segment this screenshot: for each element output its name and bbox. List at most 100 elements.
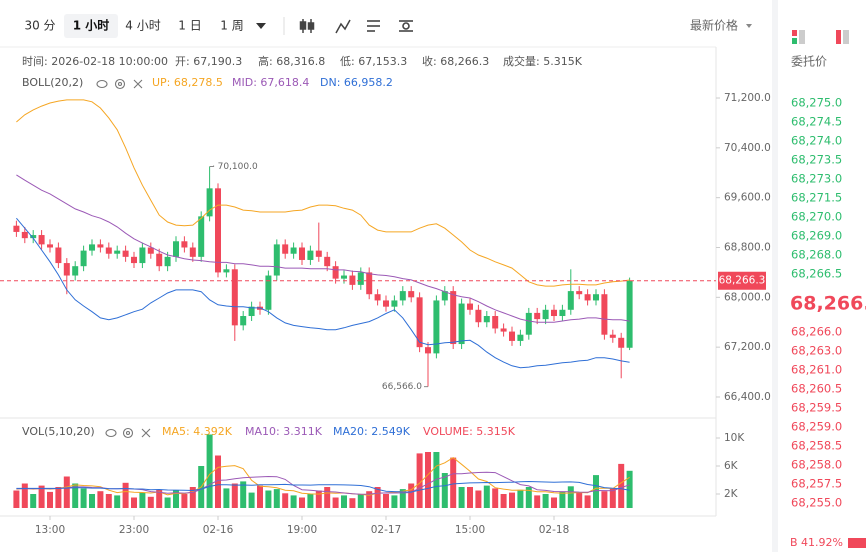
candle-body [215,188,221,273]
volume-bar [593,475,599,508]
info-low: 低: 67,153.3 [340,55,407,68]
interval[interactable]: 1 小时 [73,18,110,33]
volume-bar [433,452,440,508]
y-tick-label: 66,400.0 [724,391,771,403]
candle-body [593,294,599,301]
candle-body [156,253,163,267]
candle-body [324,256,331,267]
candle-body [315,250,322,257]
candle-body [105,247,112,254]
volume-bar [458,487,465,508]
ask-price: 68,274.5 [791,115,842,129]
volume-bar [383,494,389,508]
volume-bar [257,485,263,508]
boll-line [16,174,630,323]
candle-body [458,303,465,345]
candle-body [391,300,398,307]
interval[interactable]: 1 日 [178,19,201,33]
volume-legend: VOLUME: 5.315K [423,425,516,438]
volume-bar [265,490,272,508]
annotation-label: 70,100.0 [218,162,258,172]
boll-legend: DN: 66,958.2 [320,76,393,89]
vol-tools[interactable] [105,427,151,439]
volume-bar [341,495,347,508]
interval[interactable]: 30 分 [24,19,55,33]
price-type[interactable]: 最新价格 [690,18,738,33]
x-tick-label: 02-16 [203,524,234,536]
ask-price: 68,273.5 [791,153,842,167]
volume-bar [139,492,146,508]
volume-bar [492,488,499,508]
candle-body [13,225,20,232]
candle-body [248,306,255,317]
volume-bar [181,494,188,508]
candle-body [290,247,297,254]
interval[interactable]: 1 周 [220,19,243,33]
volume-bar [576,492,583,508]
candle-body [55,247,62,264]
vol-ma-line [16,480,630,493]
candle-body [584,294,591,301]
price-type-caret[interactable] [746,24,752,28]
candle-body [164,256,171,267]
volume-bar [97,491,104,508]
candle-body [231,269,238,326]
interval[interactable]: 4 小时 [125,19,160,33]
y-tick-label: 70,400.0 [724,142,771,154]
x-tick-label: 19:00 [287,524,317,536]
volume-bar [189,487,196,508]
ask-price: 68,273.0 [791,172,842,186]
candle-icon[interactable] [299,19,315,33]
volume-bar [551,497,557,508]
x-tick-label: 15:00 [455,524,485,536]
vol-tick-label: 2K [724,488,739,500]
candle-body [408,291,415,298]
candle-body [80,250,87,267]
candle-body [206,188,213,217]
ask-price: 68,271.5 [791,191,842,205]
vol-tick-label: 6K [724,460,739,472]
bid-price: 68,257.5 [791,477,842,491]
volume-bar [324,487,331,508]
candle-body [559,309,566,317]
volume-bar [206,434,213,508]
settings-icon[interactable] [399,20,413,32]
volume-bar [366,491,373,508]
volume-bar [450,457,457,508]
ask-price: 68,275.0 [791,96,842,110]
candle-body [475,309,482,323]
volume-bar [47,491,53,508]
boll-tools[interactable] [96,78,143,90]
volume-bar [349,498,356,508]
volume-bar [307,494,314,508]
candle-body [72,266,79,276]
candle-body [307,250,314,260]
candle-body [425,347,431,354]
volume-bar [483,485,490,508]
candle-body [383,300,389,307]
volume-bar [416,453,423,508]
ask-price: 68,269.0 [791,229,842,243]
candle-body [114,250,121,254]
volume-bar [357,494,364,508]
candle-body [525,312,532,335]
orderbook-icons[interactable] [792,30,849,44]
volume-bar [517,489,524,508]
volume-bar [231,483,238,508]
candle-body [273,244,280,276]
dropdown-caret[interactable] [256,23,266,29]
volume-bar [408,483,415,508]
x-tick-label: 02-18 [539,524,570,536]
indicator-icon[interactable] [335,19,351,34]
candle-body [534,312,541,320]
volume-bar [567,486,574,508]
bid-price: 68,258.5 [791,439,842,453]
panel-gap [772,0,778,552]
annotation-pointer [209,165,215,168]
buy-ratio-bar [848,538,866,548]
last-price-label: 68,266.3 [719,275,766,287]
ask-price: 68,270.0 [791,210,842,224]
bid-price: 68,259.0 [791,420,842,434]
draw-icon[interactable] [367,20,380,32]
